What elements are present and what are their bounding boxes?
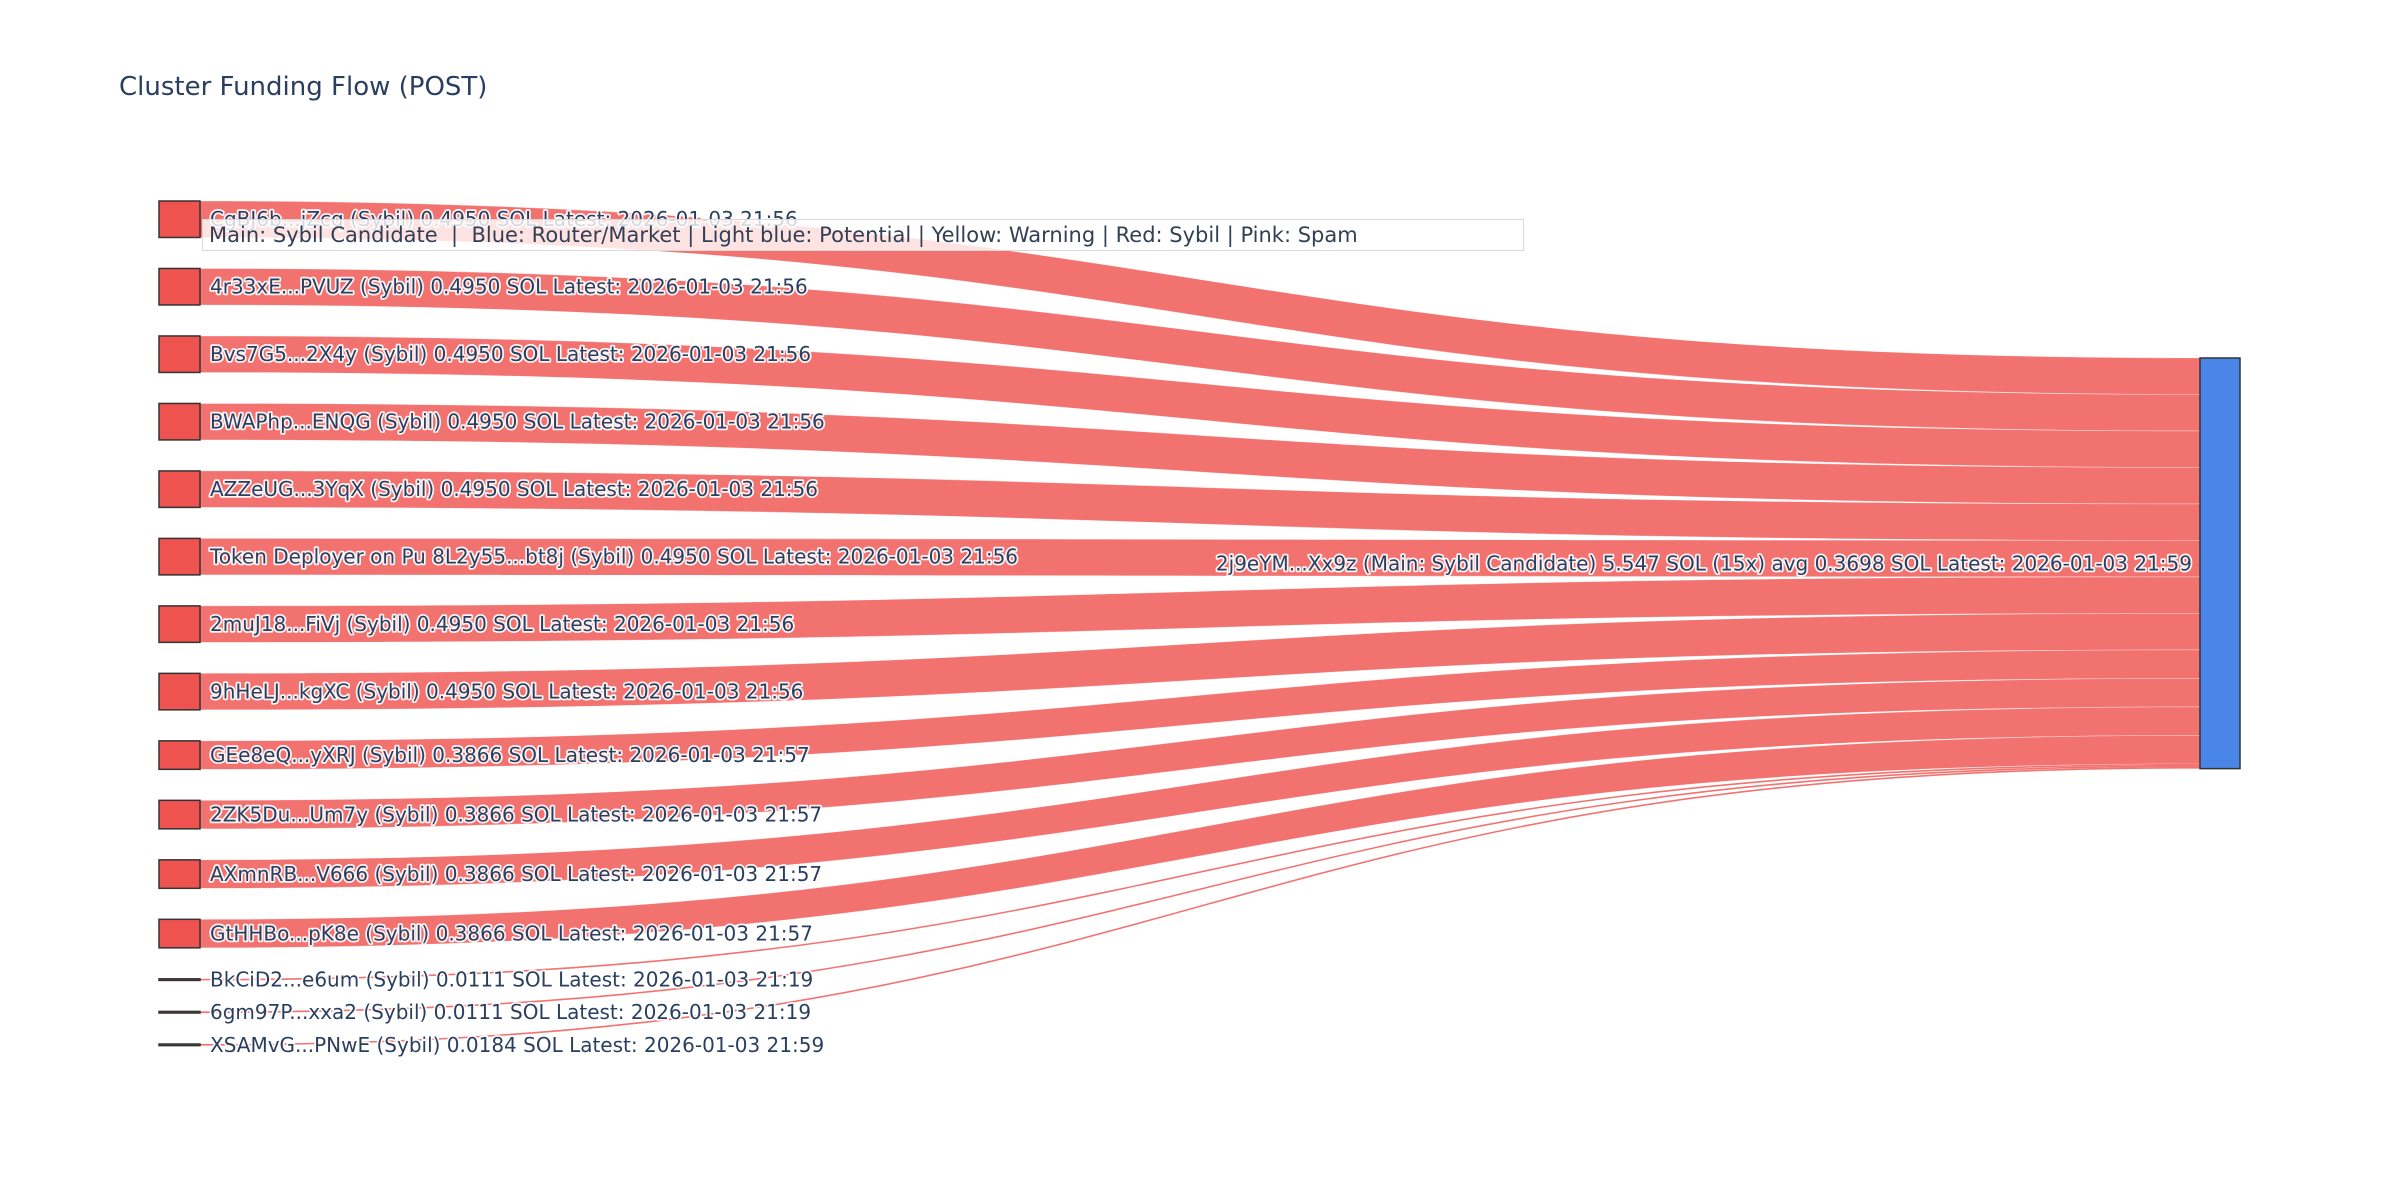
source-node-label-12: BkCiD2...e6um (Sybil) 0.0111 SOL Latest:… xyxy=(210,968,813,992)
source-node-6[interactable] xyxy=(158,605,201,644)
flow-link-13[interactable] xyxy=(200,765,2200,1014)
source-node-10[interactable] xyxy=(158,859,201,890)
source-node-1[interactable] xyxy=(158,267,201,306)
source-node-label-1: 4r33xE...PVUZ (Sybil) 0.4950 SOL Latest:… xyxy=(210,275,808,299)
source-node-label-5: Token Deployer on Pu 8L2y55...bt8j (Sybi… xyxy=(209,545,1018,569)
source-node-8[interactable] xyxy=(158,740,201,771)
source-node-3[interactable] xyxy=(158,402,201,441)
source-node-9[interactable] xyxy=(158,799,201,830)
source-node-label-6: 2muJ18...FiVj (Sybil) 0.4950 SOL Latest:… xyxy=(210,612,794,636)
source-node-label-10: AXmnRB...V666 (Sybil) 0.3866 SOL Latest:… xyxy=(210,862,822,886)
source-node-0[interactable] xyxy=(158,200,201,239)
source-node-label-8: GEe8eQ...yXRJ (Sybil) 0.3866 SOL Latest:… xyxy=(210,743,810,767)
target-node-label: 2j9eYM...Xx9z (Main: Sybil Candidate) 5.… xyxy=(1216,551,2192,575)
source-node-label-2: Bvs7G5...2X4y (Sybil) 0.4950 SOL Latest:… xyxy=(210,342,811,366)
nodes-layer xyxy=(158,200,2241,1047)
source-node-7[interactable] xyxy=(158,672,201,711)
source-node-12[interactable] xyxy=(158,978,201,982)
chart-title: Cluster Funding Flow (POST) xyxy=(119,72,488,102)
source-node-14[interactable] xyxy=(158,1043,201,1047)
source-node-label-13: 6gm97P...xxa2 (Sybil) 0.0111 SOL Latest:… xyxy=(210,1000,811,1024)
source-node-label-3: BWAPhp...ENQG (Sybil) 0.4950 SOL Latest:… xyxy=(210,410,825,434)
target-node[interactable] xyxy=(2199,357,2241,770)
source-node-label-4: AZZeUG...3YqX (Sybil) 0.4950 SOL Latest:… xyxy=(210,477,818,501)
source-node-11[interactable] xyxy=(158,918,201,949)
source-node-label-9: 2ZK5Du...Um7y (Sybil) 0.3866 SOL Latest:… xyxy=(210,803,822,827)
legend-note: Main: Sybil Candidate | Blue: Router/Mar… xyxy=(202,219,1524,251)
source-node-5[interactable] xyxy=(158,537,201,576)
flow-link-12[interactable] xyxy=(200,763,2200,981)
source-node-label-11: GtHHBo...pK8e (Sybil) 0.3866 SOL Latest:… xyxy=(210,922,813,946)
source-node-label-14: XSAMvG...PNwE (Sybil) 0.0184 SOL Latest:… xyxy=(210,1033,824,1057)
flow-link-14[interactable] xyxy=(200,767,2200,1046)
source-node-2[interactable] xyxy=(158,335,201,374)
source-node-13[interactable] xyxy=(158,1010,201,1014)
source-node-4[interactable] xyxy=(158,470,201,509)
source-node-label-7: 9hHeLJ...kgXC (Sybil) 0.4950 SOL Latest:… xyxy=(210,680,803,704)
